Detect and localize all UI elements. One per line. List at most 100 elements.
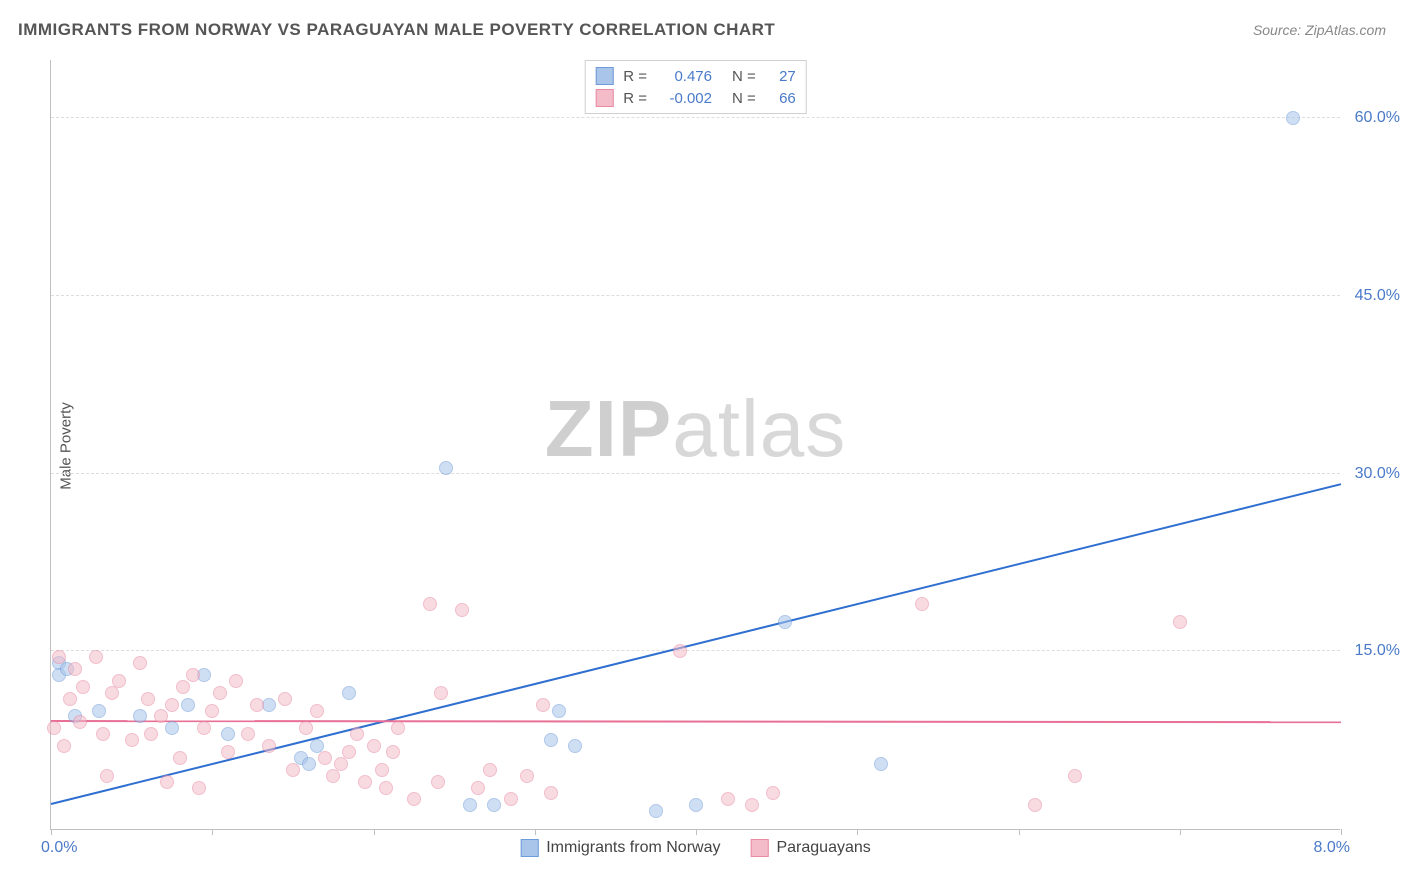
data-point xyxy=(68,662,82,676)
data-point xyxy=(52,650,66,664)
data-point xyxy=(334,757,348,771)
n-label: N = xyxy=(732,68,756,85)
data-point xyxy=(221,745,235,759)
legend-swatch xyxy=(595,67,613,85)
r-label: R = xyxy=(623,90,647,107)
data-point xyxy=(874,757,888,771)
data-point xyxy=(310,704,324,718)
data-point xyxy=(173,751,187,765)
data-point xyxy=(278,692,292,706)
scatter-plot-area: ZIPatlas R =0.476N =27R =-0.002N =66 Imm… xyxy=(50,60,1340,830)
data-point xyxy=(649,804,663,818)
data-point xyxy=(1028,798,1042,812)
gridline xyxy=(51,650,1340,651)
data-point xyxy=(375,763,389,777)
legend-row: R =0.476N =27 xyxy=(595,65,796,87)
legend-item: Immigrants from Norway xyxy=(520,839,720,857)
data-point xyxy=(536,698,550,712)
data-point xyxy=(181,698,195,712)
data-point xyxy=(112,674,126,688)
data-point xyxy=(1286,111,1300,125)
x-tick xyxy=(374,829,375,835)
trend-line xyxy=(51,720,1341,723)
data-point xyxy=(544,733,558,747)
data-point xyxy=(229,674,243,688)
x-tick xyxy=(1341,829,1342,835)
data-point xyxy=(745,798,759,812)
data-point xyxy=(439,461,453,475)
data-point xyxy=(213,686,227,700)
data-point xyxy=(165,721,179,735)
x-tick xyxy=(857,829,858,835)
data-point xyxy=(92,704,106,718)
data-point xyxy=(302,757,316,771)
legend-swatch xyxy=(750,839,768,857)
n-value: 27 xyxy=(766,68,796,85)
data-point xyxy=(133,709,147,723)
data-point xyxy=(144,727,158,741)
y-tick-label: 45.0% xyxy=(1355,287,1400,305)
watermark-light: atlas xyxy=(672,384,846,473)
y-tick-label: 30.0% xyxy=(1355,465,1400,483)
x-tick xyxy=(1180,829,1181,835)
data-point xyxy=(125,733,139,747)
data-point xyxy=(568,739,582,753)
data-point xyxy=(423,597,437,611)
legend-label: Paraguayans xyxy=(776,839,870,857)
r-label: R = xyxy=(623,68,647,85)
data-point xyxy=(47,721,61,735)
trend-line xyxy=(51,483,1341,805)
data-point xyxy=(407,792,421,806)
data-point xyxy=(318,751,332,765)
data-point xyxy=(766,786,780,800)
gridline xyxy=(51,473,1340,474)
data-point xyxy=(299,721,313,735)
chart-title: IMMIGRANTS FROM NORWAY VS PARAGUAYAN MAL… xyxy=(18,20,775,40)
legend-swatch xyxy=(520,839,538,857)
data-point xyxy=(160,775,174,789)
n-value: 66 xyxy=(766,90,796,107)
data-point xyxy=(915,597,929,611)
data-point xyxy=(552,704,566,718)
x-tick xyxy=(51,829,52,835)
data-point xyxy=(471,781,485,795)
data-point xyxy=(391,721,405,735)
gridline xyxy=(51,295,1340,296)
data-point xyxy=(141,692,155,706)
data-point xyxy=(205,704,219,718)
data-point xyxy=(455,603,469,617)
data-point xyxy=(192,781,206,795)
x-tick xyxy=(212,829,213,835)
data-point xyxy=(89,650,103,664)
data-point xyxy=(689,798,703,812)
data-point xyxy=(176,680,190,694)
data-point xyxy=(76,680,90,694)
data-point xyxy=(350,727,364,741)
data-point xyxy=(100,769,114,783)
data-point xyxy=(721,792,735,806)
data-point xyxy=(63,692,77,706)
data-point xyxy=(487,798,501,812)
y-tick-label: 60.0% xyxy=(1355,109,1400,127)
data-point xyxy=(286,763,300,777)
r-value: -0.002 xyxy=(657,90,712,107)
data-point xyxy=(186,668,200,682)
data-point xyxy=(504,792,518,806)
data-point xyxy=(434,686,448,700)
series-legend: Immigrants from Norway Paraguayans xyxy=(520,839,871,857)
data-point xyxy=(96,727,110,741)
data-point xyxy=(250,698,264,712)
data-point xyxy=(1068,769,1082,783)
data-point xyxy=(463,798,477,812)
data-point xyxy=(221,727,235,741)
data-point xyxy=(379,781,393,795)
data-point xyxy=(358,775,372,789)
x-tick xyxy=(1019,829,1020,835)
gridline xyxy=(51,117,1340,118)
y-tick-label: 15.0% xyxy=(1355,642,1400,660)
data-point xyxy=(544,786,558,800)
x-tick-label-min: 0.0% xyxy=(41,839,77,857)
data-point xyxy=(386,745,400,759)
data-point xyxy=(367,739,381,753)
x-tick xyxy=(535,829,536,835)
